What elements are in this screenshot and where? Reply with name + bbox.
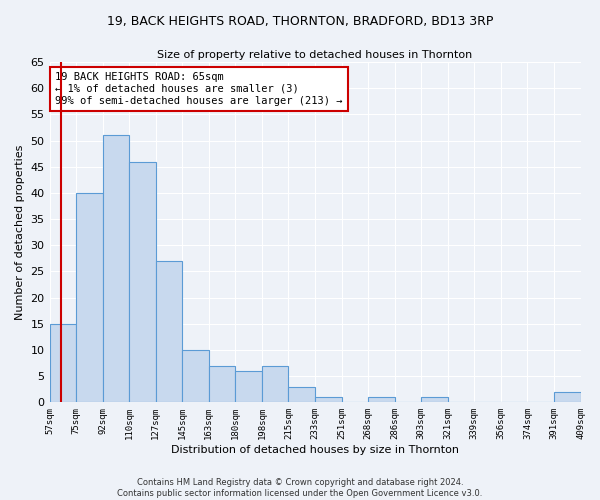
Text: 19, BACK HEIGHTS ROAD, THORNTON, BRADFORD, BD13 3RP: 19, BACK HEIGHTS ROAD, THORNTON, BRADFOR… (107, 15, 493, 28)
Bar (209, 366, 235, 403)
Text: Contains HM Land Registry data © Crown copyright and database right 2024.
Contai: Contains HM Land Registry data © Crown c… (118, 478, 482, 498)
Bar (554, 392, 581, 402)
Y-axis label: Number of detached properties: Number of detached properties (15, 144, 25, 320)
Bar (76, 193, 103, 402)
Bar (262, 366, 289, 403)
Bar (129, 162, 156, 402)
Bar (182, 350, 209, 403)
Bar (421, 397, 448, 402)
Bar (315, 397, 341, 402)
X-axis label: Distribution of detached houses by size in Thornton: Distribution of detached houses by size … (171, 445, 459, 455)
Bar (368, 397, 395, 402)
Text: 19 BACK HEIGHTS ROAD: 65sqm
← 1% of detached houses are smaller (3)
99% of semi-: 19 BACK HEIGHTS ROAD: 65sqm ← 1% of deta… (55, 72, 343, 106)
Title: Size of property relative to detached houses in Thornton: Size of property relative to detached ho… (157, 50, 473, 60)
Bar (156, 261, 182, 402)
Bar (235, 371, 262, 402)
Bar (103, 136, 129, 402)
Bar (50, 324, 76, 402)
Bar (289, 386, 315, 402)
